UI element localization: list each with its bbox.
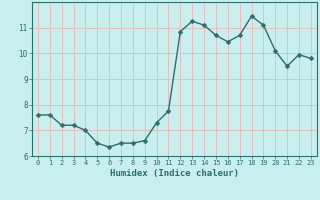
X-axis label: Humidex (Indice chaleur): Humidex (Indice chaleur) [110,169,239,178]
